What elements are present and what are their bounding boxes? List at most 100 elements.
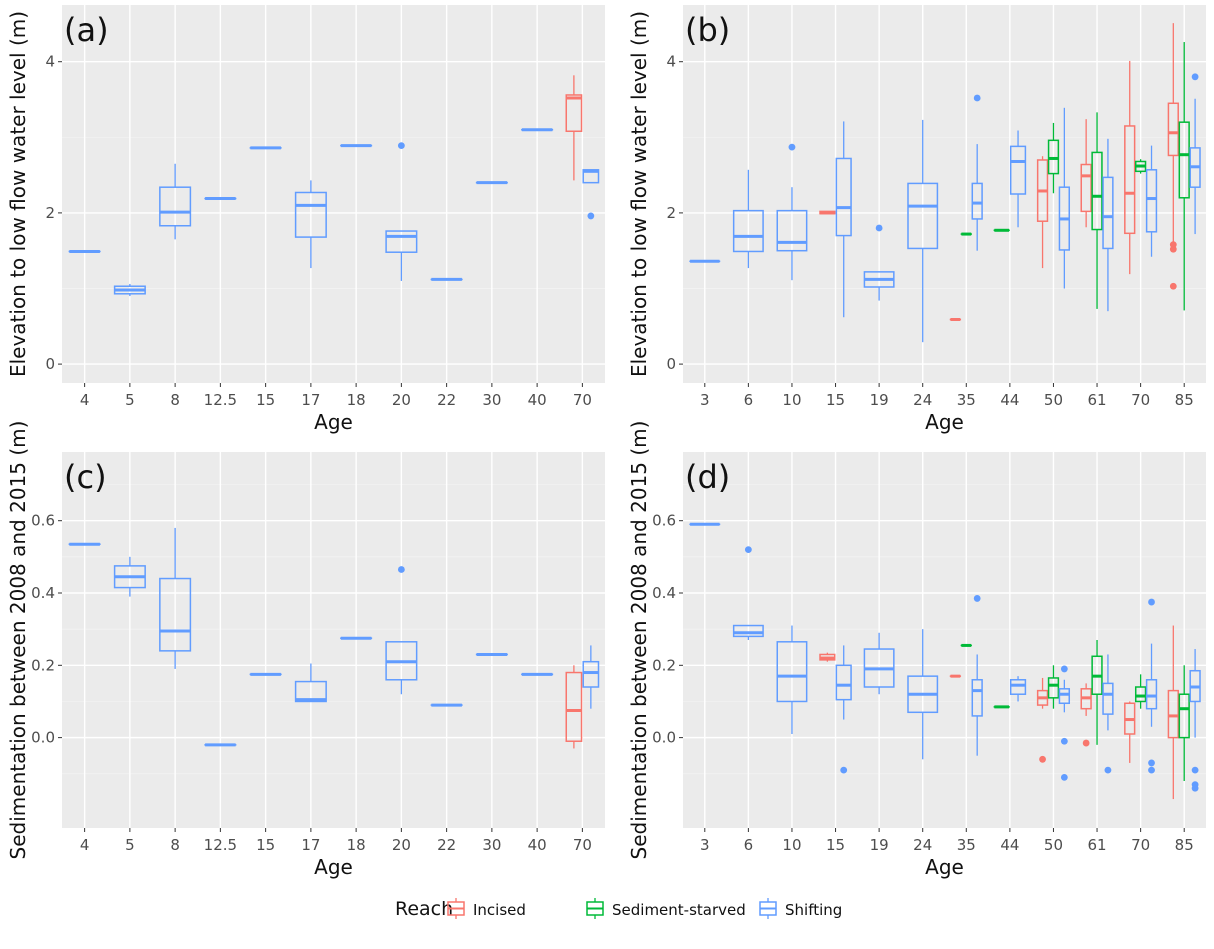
box-shifting-age-50	[1058, 107, 1071, 289]
box-incised-age-70	[1124, 60, 1136, 275]
box-iqr	[1009, 145, 1027, 195]
box-incised-age-61	[1080, 683, 1092, 747]
box-iqr	[1167, 689, 1179, 739]
box-iqr	[565, 94, 583, 133]
box-incised-age-70	[565, 665, 583, 749]
box-shifting-age-35	[971, 595, 983, 756]
outlier-point	[875, 224, 883, 232]
y-tick-label: 0.6	[31, 512, 55, 530]
y-tick-label: 0.4	[31, 584, 55, 602]
box-shifting-age-15	[835, 121, 852, 318]
x-tick-label: 8	[170, 836, 180, 854]
box-iqr	[1124, 125, 1136, 235]
x-tick-label: 20	[392, 836, 411, 854]
x-tick-label: 4	[80, 391, 90, 409]
box-sediment-starved-age-61	[1091, 640, 1103, 745]
y-axis-title: Sedimentation between 2008 and 2015 (m)	[6, 421, 30, 860]
x-tick-label: 85	[1175, 836, 1194, 854]
x-tick-label: 18	[347, 836, 366, 854]
box-iqr	[385, 230, 418, 253]
y-tick-label: 0.6	[652, 512, 676, 530]
box-shifting-age-44	[1009, 676, 1027, 702]
box-shifting-age-15	[835, 645, 852, 774]
x-tick-label: 12.5	[204, 391, 237, 409]
x-axis-title: Age	[314, 855, 353, 879]
x-tick-label: 40	[528, 391, 547, 409]
outlier-point	[397, 142, 405, 150]
box-iqr	[1167, 102, 1179, 157]
box-incised-age-15	[819, 210, 836, 215]
x-axis-title: Age	[925, 855, 964, 879]
x-tick-label: 44	[1000, 391, 1019, 409]
box-incised-age-61	[1080, 119, 1092, 228]
box-incised-age-85	[1167, 23, 1179, 290]
box-sediment-starved-age-61	[1091, 112, 1103, 309]
box-shifting-age-19	[863, 224, 895, 301]
legend-key-incised: Incised	[447, 898, 526, 919]
box-shifting-age-10	[776, 143, 808, 281]
box-iqr	[776, 209, 808, 252]
legend-label: Incised	[473, 901, 526, 919]
x-tick-label: 17	[301, 836, 320, 854]
box-shifting-age-70	[1145, 598, 1158, 774]
outlier-point	[1082, 739, 1090, 747]
box-sediment-starved-age-70	[1134, 159, 1147, 174]
box-iqr	[907, 182, 939, 250]
outlier-point	[744, 546, 752, 554]
box-iqr	[1102, 682, 1114, 715]
box-shifting-age-20	[385, 142, 418, 281]
x-tick-label: 70	[573, 391, 592, 409]
x-tick-label: 61	[1087, 391, 1106, 409]
legend-label: Shifting	[785, 901, 842, 919]
box-shifting-age-6	[732, 546, 764, 640]
outlier-point	[587, 212, 595, 220]
x-tick-label: 70	[1131, 836, 1150, 854]
x-tick-label: 12.5	[204, 836, 237, 854]
panel-c: 0.0 0.2 0.4 0.6 4 5 8 12.5 15 17 18 20 22 30 40 70 (c) Ag…	[6, 421, 605, 879]
outlier-point	[1148, 766, 1155, 774]
box-shifting-age-6	[732, 169, 764, 269]
panel-background	[683, 452, 1206, 828]
box-iqr	[971, 679, 983, 717]
outlier-point	[973, 595, 981, 602]
y-axis-title: Sedimentation between 2008 and 2015 (m)	[627, 421, 651, 860]
y-tick-label: 0.0	[31, 729, 55, 747]
panel-label: (b)	[685, 11, 730, 49]
box-shifting-age-61	[1102, 138, 1114, 312]
box-incised-age-70	[1124, 701, 1136, 763]
x-tick-label: 70	[1131, 391, 1150, 409]
x-tick-label: 30	[482, 836, 501, 854]
x-tick-label: 61	[1087, 836, 1106, 854]
x-tick-label: 22	[437, 836, 456, 854]
box-sediment-starved-age-50	[1047, 665, 1060, 709]
outlier-point	[1191, 784, 1199, 792]
x-tick-label: 85	[1175, 391, 1194, 409]
x-tick-label: 4	[80, 836, 90, 854]
panel-label: (d)	[685, 458, 730, 496]
box-iqr	[565, 671, 583, 742]
box-iqr	[159, 577, 192, 652]
box-iqr	[1047, 677, 1060, 699]
y-tick-label: 0	[45, 355, 55, 373]
box-shifting-age-8	[159, 163, 192, 240]
outlier-point	[1191, 73, 1199, 81]
box-shifting-age-24	[907, 629, 939, 760]
panel-a: 0 2 4 4 5 8 12.5 15 17 18 20 22 30 40 70 (a) Age Elevatio…	[6, 5, 605, 434]
y-tick-label: 4	[45, 53, 55, 71]
outlier-point	[840, 766, 848, 774]
box-sediment-starved-age-70	[1134, 674, 1147, 709]
box-iqr	[971, 182, 983, 220]
box-iqr	[1145, 169, 1158, 233]
box-shifting-age-70	[1145, 145, 1158, 257]
x-tick-label: 15	[826, 391, 845, 409]
x-tick-label: 15	[826, 836, 845, 854]
x-tick-label: 24	[913, 836, 932, 854]
x-tick-label: 3	[700, 391, 710, 409]
x-tick-label: 35	[957, 391, 976, 409]
y-tick-label: 0.4	[652, 584, 676, 602]
x-tick-label: 6	[744, 391, 754, 409]
box-shifting-age-17	[294, 180, 327, 269]
legend-label: Sediment-starved	[612, 901, 746, 919]
outlier-point	[1039, 755, 1046, 763]
y-tick-label: 0	[666, 355, 676, 373]
